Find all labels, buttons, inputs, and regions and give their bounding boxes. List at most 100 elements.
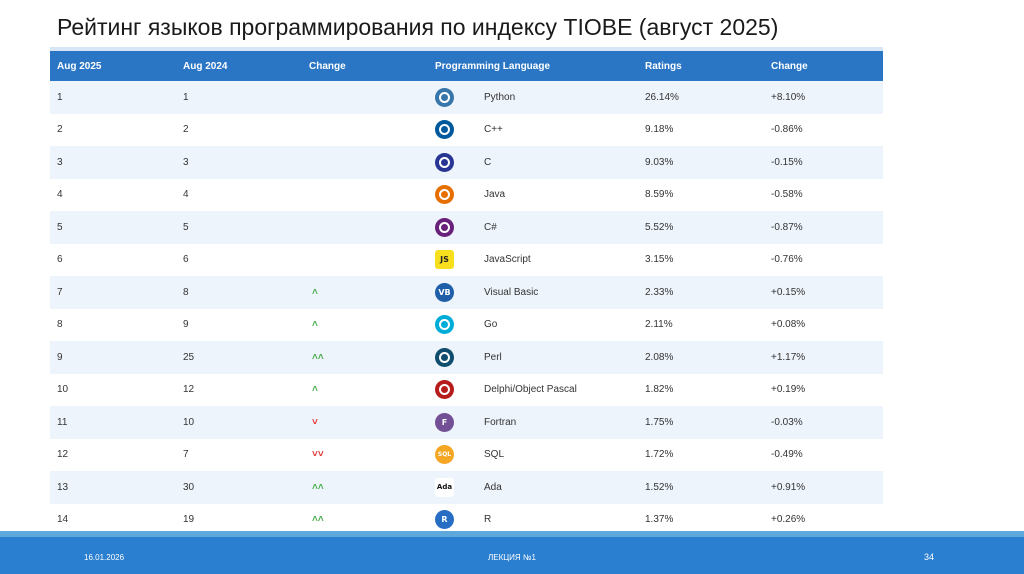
language-name: Delphi/Object Pascal	[484, 384, 577, 396]
rank-aug-2025: 2	[50, 113, 176, 146]
slide-footer: 16.01.2026 ЛЕКЦИЯ №1 34	[0, 537, 1024, 574]
rank-change-cell	[302, 113, 428, 146]
rank-aug-2025: 14	[50, 503, 176, 533]
header-programming-language: Programming Language	[428, 47, 638, 81]
trend-down-icon: ˅˅	[312, 449, 324, 461]
table-row: 10 12 ˄ Delphi/Object Pascal 1.82% +0.19%	[50, 373, 883, 406]
rank-change-cell: ˅˅	[302, 438, 428, 471]
footer-date: 16.01.2026	[84, 553, 125, 562]
rating-change-value: +8.10%	[764, 81, 883, 114]
table-row: 8 9 ˄ Go 2.11% +0.08%	[50, 308, 883, 341]
r-logo-icon: R	[435, 510, 454, 530]
cpp-logo-icon	[435, 120, 454, 140]
python-logo-icon	[435, 87, 454, 107]
footer-lecture-label: ЛЕКЦИЯ №1	[488, 553, 536, 562]
table-row: 14 19 ˄˄ R R 1.37% +0.26%	[50, 503, 883, 533]
footer-page-number: 34	[924, 552, 935, 562]
language-name: C	[484, 156, 492, 168]
ada-logo-icon: Ada	[435, 477, 454, 497]
go-logo-icon	[435, 315, 454, 335]
rating-change-value: -0.15%	[764, 146, 883, 179]
language-cell: VB Visual Basic	[428, 276, 638, 309]
rating-value: 2.08%	[638, 341, 764, 374]
rank-change-cell: ˅	[302, 406, 428, 439]
rating-change-value: +0.08%	[764, 308, 883, 341]
rank-aug-2024: 3	[176, 146, 302, 179]
delphi-logo-icon	[435, 380, 454, 400]
header-ratings: Ratings	[638, 47, 764, 81]
header-aug-2024: Aug 2024	[176, 47, 302, 81]
rank-change-cell: ˄	[302, 308, 428, 341]
table-row: 2 2 C++ 9.18% -0.86%	[50, 113, 883, 146]
language-cell: Go	[428, 308, 638, 341]
rating-value: 9.03%	[638, 146, 764, 179]
rank-aug-2025: 11	[50, 406, 176, 439]
language-name: Fortran	[484, 416, 517, 428]
rank-aug-2025: 7	[50, 276, 176, 309]
language-cell: Perl	[428, 341, 638, 374]
rating-change-value: +0.15%	[764, 276, 883, 309]
header-aug-2025: Aug 2025	[50, 47, 176, 81]
rating-change-value: -0.87%	[764, 211, 883, 244]
header-rating-change: Change	[764, 47, 883, 81]
rank-change-cell: ˄	[302, 276, 428, 309]
language-name: Visual Basic	[484, 286, 539, 298]
trend-up-icon: ˄	[312, 319, 318, 331]
table-header-row: Aug 2025 Aug 2024 Change Programming Lan…	[50, 47, 883, 81]
table-row: 5 5 C# 5.52% -0.87%	[50, 211, 883, 244]
language-name: R	[484, 514, 492, 526]
rating-value: 2.33%	[638, 276, 764, 309]
rating-change-value: -0.58%	[764, 178, 883, 211]
rating-change-value: -0.76%	[764, 243, 883, 276]
rating-change-value: +0.91%	[764, 471, 883, 504]
rank-aug-2024: 4	[176, 178, 302, 211]
rank-change-cell: ˄˄	[302, 503, 428, 533]
rank-aug-2025: 4	[50, 178, 176, 211]
language-cell: Delphi/Object Pascal	[428, 373, 638, 406]
rank-aug-2024: 12	[176, 373, 302, 406]
rating-change-value: +1.17%	[764, 341, 883, 374]
rating-value: 3.15%	[638, 243, 764, 276]
c-logo-icon	[435, 152, 454, 172]
slide-title: Рейтинг языков программирования по индек…	[57, 14, 779, 40]
language-cell: C	[428, 146, 638, 179]
rank-aug-2024: 19	[176, 503, 302, 533]
trend-up-icon: ˄˄	[312, 351, 324, 363]
sql-logo-icon: SQL	[435, 445, 454, 465]
javascript-logo-icon: JS	[435, 250, 454, 270]
rating-value: 2.11%	[638, 308, 764, 341]
rank-aug-2024: 8	[176, 276, 302, 309]
rank-aug-2025: 13	[50, 471, 176, 504]
language-cell: SQL SQL	[428, 438, 638, 471]
rating-value: 5.52%	[638, 211, 764, 244]
language-cell: C++	[428, 113, 638, 146]
rank-change-cell: ˄˄	[302, 341, 428, 374]
rank-aug-2025: 12	[50, 438, 176, 471]
table-row: 12 7 ˅˅ SQL SQL 1.72% -0.49%	[50, 438, 883, 471]
language-name: Perl	[484, 351, 502, 363]
table-row: 11 10 ˅ F Fortran 1.75% -0.03%	[50, 406, 883, 439]
language-cell: Python	[428, 81, 638, 114]
table-row: 9 25 ˄˄ Perl 2.08% +1.17%	[50, 341, 883, 374]
rating-value: 1.72%	[638, 438, 764, 471]
rank-aug-2025: 5	[50, 211, 176, 244]
header-rank-change: Change	[302, 47, 428, 81]
language-cell: JS JavaScript	[428, 243, 638, 276]
rank-aug-2024: 30	[176, 471, 302, 504]
table-row: 4 4 Java 8.59% -0.58%	[50, 178, 883, 211]
language-name: JavaScript	[484, 254, 531, 266]
rank-aug-2024: 10	[176, 406, 302, 439]
language-name: Java	[484, 189, 506, 201]
language-name: SQL	[484, 449, 505, 461]
table-row: 3 3 C 9.03% -0.15%	[50, 146, 883, 179]
rating-value: 1.75%	[638, 406, 764, 439]
language-cell: Java	[428, 178, 638, 211]
rank-aug-2025: 6	[50, 243, 176, 276]
rating-change-value: -0.03%	[764, 406, 883, 439]
rank-change-cell	[302, 211, 428, 244]
rating-change-value: -0.49%	[764, 438, 883, 471]
rank-change-cell: ˄˄	[302, 471, 428, 504]
rank-change-cell	[302, 243, 428, 276]
table-row: 6 6 JS JavaScript 3.15% -0.76%	[50, 243, 883, 276]
